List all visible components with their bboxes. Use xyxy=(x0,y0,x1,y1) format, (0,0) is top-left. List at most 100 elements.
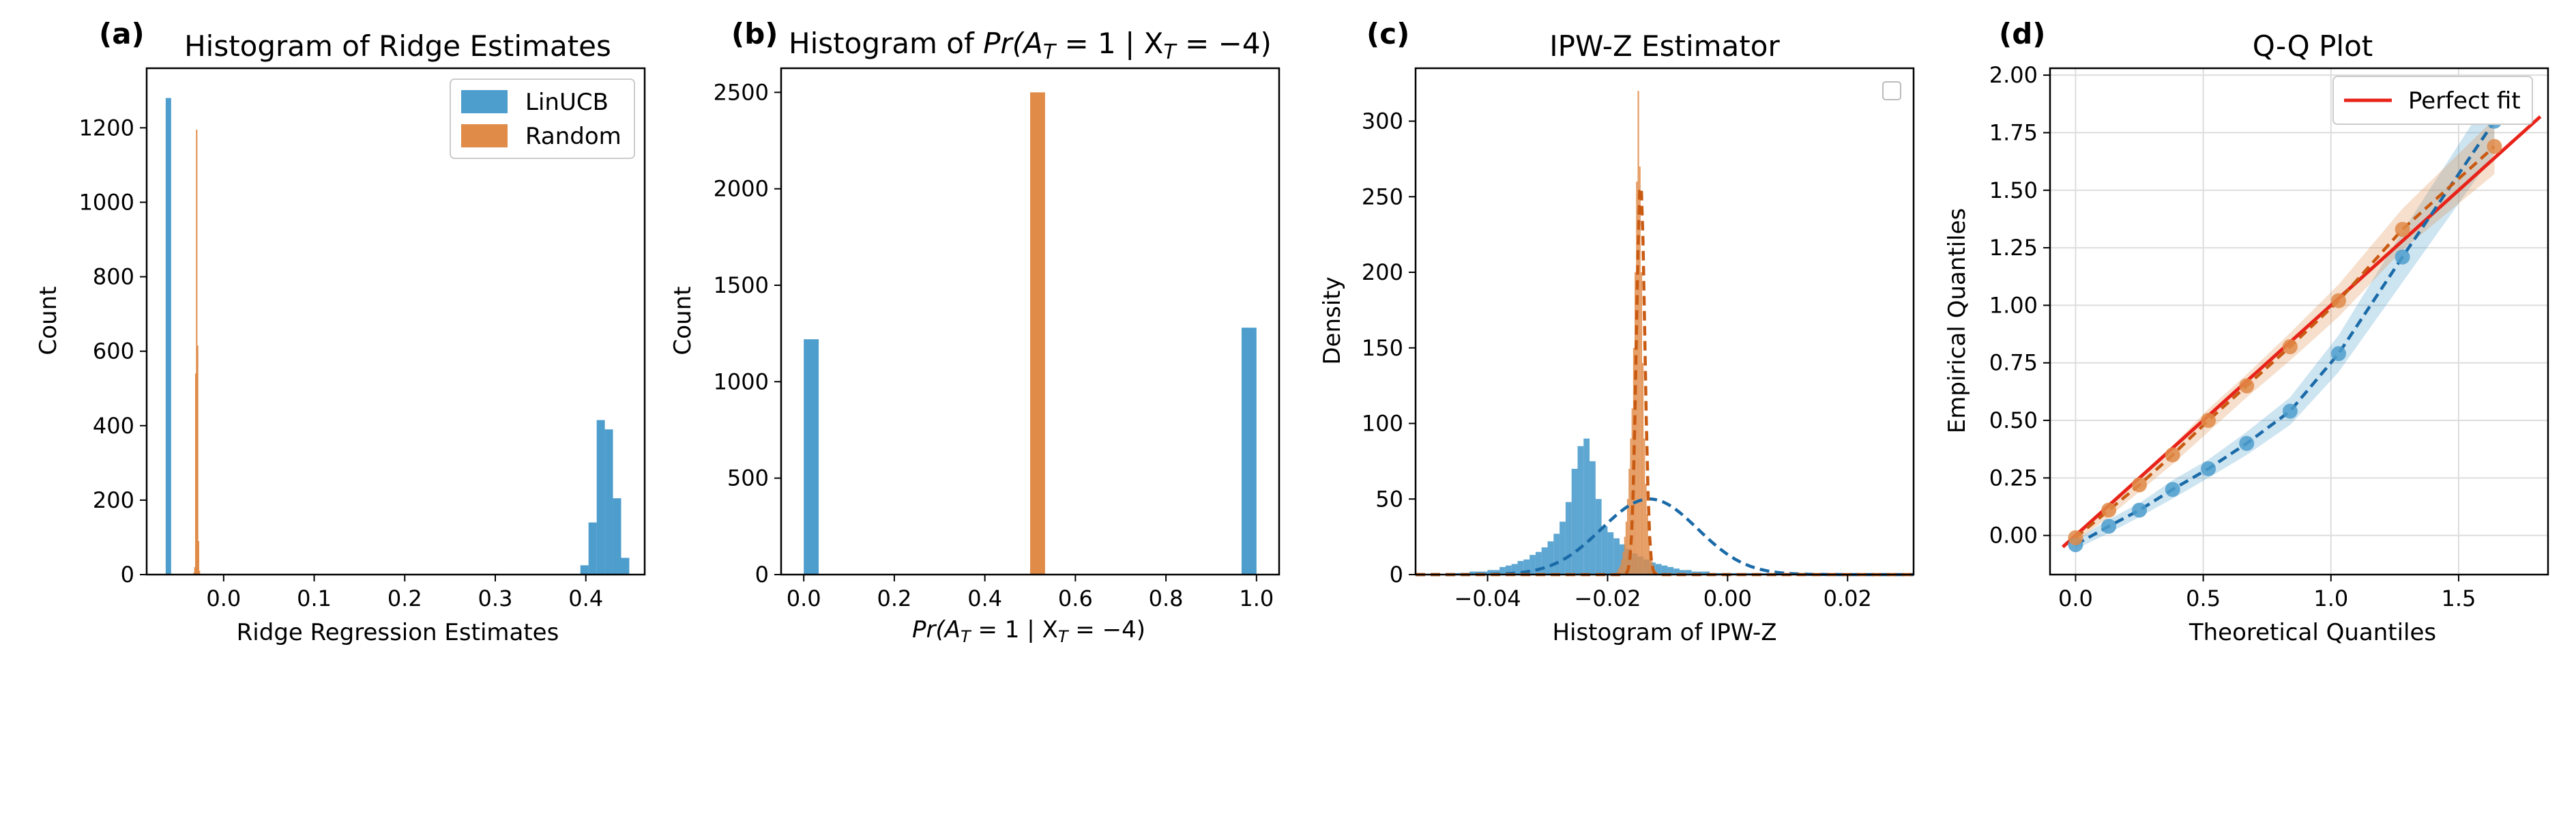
y-tick-label: 0 xyxy=(755,562,769,588)
panel-c-ylabel: Density xyxy=(1319,276,1346,364)
qq-point-random xyxy=(2201,413,2216,429)
panel-a-xlabel: Ridge Regression Estimates xyxy=(237,619,559,646)
panel-d-plot: 0.0 0.5 1.0 1.5 0.00 0.25 0.50 0.75 1.00 1.25 1.50… xyxy=(1989,62,2549,611)
y-tick-label: 0 xyxy=(1390,562,1403,588)
bar-random xyxy=(195,373,197,575)
x-tick-label: −0.04 xyxy=(1454,586,1521,611)
panel-b-label: (b) xyxy=(731,17,778,50)
y-tick-label: 0.75 xyxy=(1989,350,2038,376)
x-tick-label: 0.6 xyxy=(1058,586,1093,611)
x-tick-label: 0.2 xyxy=(877,586,911,611)
bar-linucb xyxy=(804,339,819,575)
qq-point-random xyxy=(2101,502,2117,518)
bar-random xyxy=(196,345,199,575)
hist-bar-linucb xyxy=(1517,561,1524,575)
panel-b-plot: 0.0 0.2 0.4 0.6 0.8 1.0 0 500 1000 1500 2000 2500 xyxy=(714,67,1280,611)
panel-d-legend: Perfect fit xyxy=(2332,76,2533,125)
y-tick-label: 1.25 xyxy=(1989,235,2038,261)
hist-bar-random xyxy=(1637,91,1639,575)
bar-linucb xyxy=(604,429,613,575)
band-random xyxy=(2075,119,2495,543)
x-tick-label: 0.1 xyxy=(297,586,332,611)
y-tick-label: 0.00 xyxy=(1989,523,2038,549)
y-tick-label: 1000 xyxy=(714,369,769,394)
hist-bar-linucb xyxy=(1493,570,1500,575)
panel-b-title: Histogram of Pr(AT = 1 | XT = −4) xyxy=(789,27,1272,64)
panel-b-title-prefix: Histogram of xyxy=(789,27,983,60)
qq-point-linucb xyxy=(2165,482,2180,497)
legend-swatch-linucb xyxy=(461,90,508,113)
hist-bar-linucb xyxy=(1673,568,1680,575)
hist-bar-random xyxy=(1640,272,1643,575)
bar-random xyxy=(194,567,196,575)
hist-bar-linucb xyxy=(1571,468,1578,575)
panel-d-ylabel: Empirical Quantiles xyxy=(1944,208,1971,433)
hist-bar-linucb xyxy=(1505,565,1512,575)
qq-point-random xyxy=(2395,222,2410,237)
y-tick-label: 100 xyxy=(1362,411,1403,437)
y-tick-label: 0 xyxy=(121,562,134,588)
hist-bar-random xyxy=(1639,166,1641,575)
panel-b-title-math-a: Pr(A xyxy=(983,27,1043,60)
x-tick-label: 0.8 xyxy=(1149,586,1184,611)
hist-bar-random xyxy=(1621,559,1623,575)
x-tick-label: 0.3 xyxy=(478,586,513,611)
panel-b-xlabel-math-c: = −4) xyxy=(1068,616,1145,644)
qq-point-linucb xyxy=(2201,461,2216,476)
hist-bar-linucb xyxy=(1667,566,1674,575)
x-tick-label: 1.5 xyxy=(2442,586,2476,611)
hist-bar-linucb xyxy=(1613,538,1620,575)
x-tick-label: 0.0 xyxy=(787,586,821,611)
hist-bar-random xyxy=(1620,565,1622,575)
plot-frame xyxy=(2049,67,2549,576)
panel-b: (b) Histogram of Pr(AT = 1 | XT = −4) Pr… xyxy=(669,17,1280,646)
panel-b-title-math-sub1: T xyxy=(1043,40,1057,64)
y-tick-label: 250 xyxy=(1362,184,1403,210)
fit-curve-linucb xyxy=(1416,497,1914,577)
panel-d-title: Q-Q Plot xyxy=(2253,29,2373,63)
panel-b-xlabel: Pr(AT = 1 | XT = −4) xyxy=(912,616,1145,646)
y-tick-label: 500 xyxy=(727,465,769,491)
plot-frame xyxy=(780,67,1280,576)
y-tick-label: 1.75 xyxy=(1989,119,2038,145)
hist-bar-random xyxy=(1648,536,1650,575)
bar-linucb xyxy=(621,558,630,575)
qq-point-random xyxy=(2239,378,2255,394)
hist-bar-random xyxy=(1643,438,1645,575)
hist-bar-linucb xyxy=(1530,555,1536,575)
panel-b-xlabel-math-sub1: T xyxy=(961,627,972,646)
hist-bar-random xyxy=(1630,438,1632,575)
hist-bar-random xyxy=(1650,551,1652,575)
y-tick-label: 200 xyxy=(1362,259,1403,285)
hist-bar-linucb xyxy=(1601,526,1608,575)
hist-bar-random xyxy=(1622,551,1624,575)
panel-b-title-math-b: = 1 | X xyxy=(1055,27,1163,60)
panel-a-legend: LinUCB Random xyxy=(450,78,635,159)
y-tick-label: 1.50 xyxy=(1989,177,2038,203)
y-tick-label: 0.25 xyxy=(1989,465,2038,491)
hist-bar-linucb xyxy=(1547,541,1554,575)
panel-c: (c) IPW-Z Estimator Histogram of IPW-Z D… xyxy=(1319,17,1915,646)
panel-a: (a) Histogram of Ridge Estimates Ridge R… xyxy=(35,17,646,646)
legend-label-perfect-fit: Perfect fit xyxy=(2408,87,2521,115)
legend-label-linucb: LinUCB xyxy=(525,89,609,116)
bar-linucb xyxy=(613,498,621,575)
hist-bar-random xyxy=(1618,568,1620,575)
hist-bar-linucb xyxy=(1595,499,1602,575)
panel-c-label: (c) xyxy=(1366,17,1409,50)
x-tick-label: 0.4 xyxy=(568,586,603,611)
panel-c-title: IPW-Z Estimator xyxy=(1549,29,1780,63)
hist-bar-linucb xyxy=(1511,564,1518,575)
hist-bar-linucb xyxy=(1577,446,1584,575)
plot-frame xyxy=(145,67,646,576)
panel-d: (d) Q-Q Plot Theoretical Quantiles Empir… xyxy=(1944,17,2549,646)
hist-bar-linucb xyxy=(1679,570,1686,575)
hist-bar-linucb xyxy=(1703,571,1710,575)
bar-linucb xyxy=(580,565,589,575)
qq-point-random xyxy=(2282,339,2298,355)
legend-label-random: Random xyxy=(525,123,621,150)
qq-point-linucb xyxy=(2101,519,2117,534)
bar-random xyxy=(193,573,195,575)
hist-bar-linucb xyxy=(1583,438,1590,575)
y-tick-label: 1200 xyxy=(79,115,134,141)
